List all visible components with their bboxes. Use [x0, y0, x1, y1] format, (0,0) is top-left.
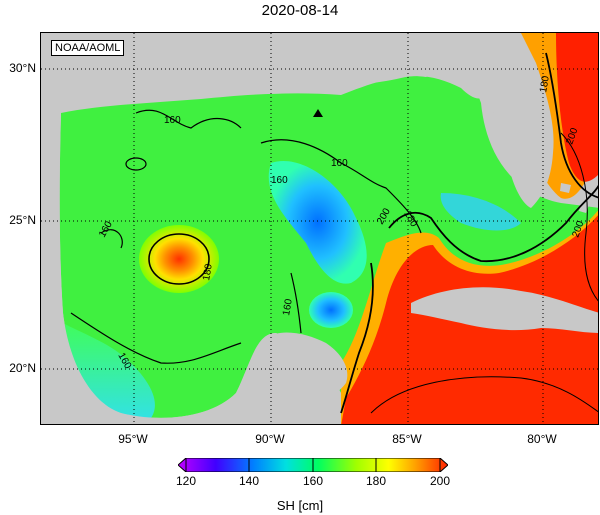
colorbar-title: SH [cm] [276, 498, 324, 513]
lon-label-85w: 85°W [392, 432, 422, 446]
colorbar-tick: 140 [238, 474, 260, 488]
graticule [41, 33, 598, 424]
cuba [411, 287, 598, 333]
us-gulf-coast [41, 33, 521, 115]
map-title: 2020-08-14 [261, 2, 339, 19]
station-marker-icon [313, 109, 323, 117]
contour-label: 180 [201, 263, 215, 282]
contours [70, 52, 598, 414]
contour-180-gulfstream [545, 52, 598, 199]
lat-label-25n: 25°N [9, 213, 36, 227]
florida-shelf-low [440, 193, 521, 231]
colorbar-tick: 120 [175, 474, 197, 488]
contour-160-west [100, 229, 123, 249]
contour-label: 160 [271, 175, 288, 186]
contour-200-south [370, 376, 598, 414]
map-canvas: 160 160 160 160 160 160 180 180 180 200 … [41, 33, 598, 424]
colorbar-tick: 200 [429, 474, 451, 488]
lon-label-80w: 80°W [527, 432, 557, 446]
florida-peninsula [471, 33, 554, 208]
credit-label: NOAA/AOML [51, 40, 125, 56]
sea-height-map: 160 160 160 160 160 160 180 180 180 200 … [40, 32, 599, 425]
colorbar-tick: 180 [365, 474, 387, 488]
contour-160-central [260, 139, 422, 234]
contour-160-south [70, 312, 242, 364]
lon-label-90w: 90°W [255, 432, 285, 446]
contour-label: 160 [164, 115, 181, 126]
gulf-stream-core [556, 33, 598, 182]
contour-200-east [560, 132, 598, 302]
contour-180-loop-north [388, 184, 598, 262]
contour-160-yucatan [290, 272, 302, 334]
colorbar-graphic [177, 457, 449, 473]
contour-160-north [135, 109, 242, 129]
contour-180-loop-west [340, 262, 374, 414]
lat-label-30n: 30°N [9, 61, 36, 75]
southern-low [309, 292, 353, 328]
colorbar-tick: 160 [302, 474, 324, 488]
western-shelf-cyan [63, 323, 155, 418]
contour-label: 160 [281, 298, 295, 317]
colorbar [177, 457, 449, 473]
contour-180-eddy [148, 233, 210, 285]
contour-label: 160 [331, 158, 348, 169]
contour-170-small [125, 157, 147, 171]
central-low [268, 161, 367, 284]
lat-label-20n: 20°N [9, 361, 36, 375]
warm-eddy [139, 225, 219, 293]
lon-label-95w: 95°W [118, 432, 148, 446]
contour-label: 180 [538, 75, 552, 94]
